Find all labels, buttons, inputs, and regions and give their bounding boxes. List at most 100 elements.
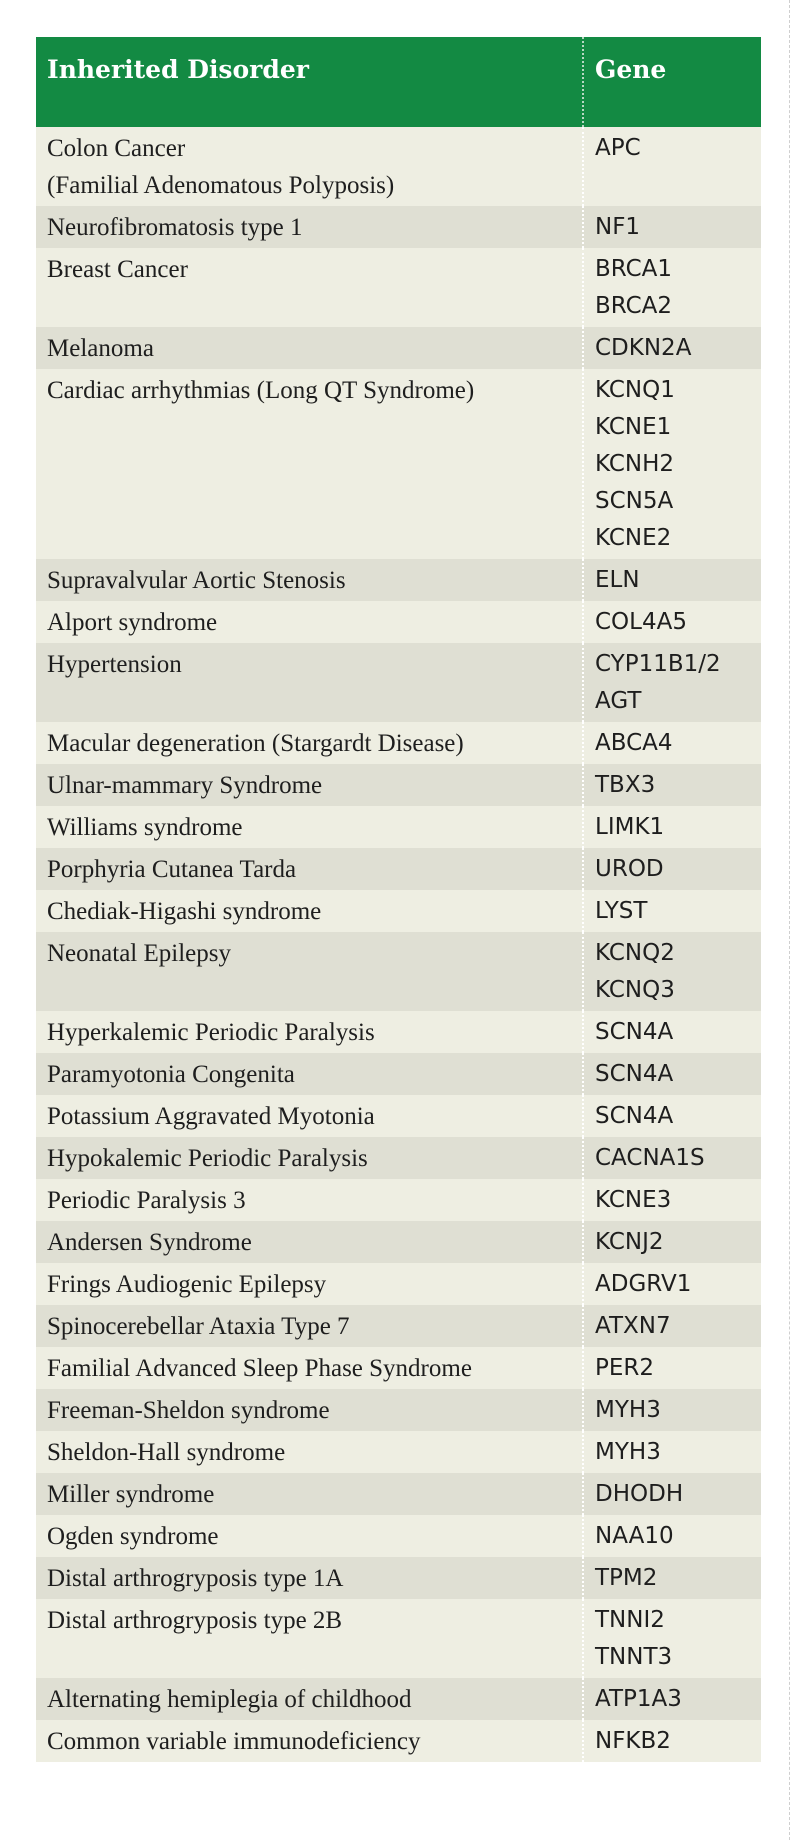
table-row: Neonatal Epilepsy KCNQ2 KCNQ3 xyxy=(36,932,761,1011)
disorder-name: Distal arthrogryposis type 1A xyxy=(47,1565,344,1592)
disorder-name: Ulnar-mammary Syndrome xyxy=(47,772,323,799)
disorder-name: Macular degeneration (Stargardt Disease) xyxy=(47,730,464,757)
gene-symbol: BRCA1 xyxy=(595,256,673,282)
table-row: Colon Cancer (Familial Adenomatous Polypo… xyxy=(36,127,761,206)
disorder-cell: Miller syndrome xyxy=(36,1473,583,1515)
disorder-name: Common variable immunodeficiency xyxy=(47,1728,421,1755)
table-row: Andersen Syndrome KCNJ2 xyxy=(36,1221,761,1263)
table-row: Alternating hemiplegia of childhood ATP1A… xyxy=(36,1678,761,1720)
disorder-cell: Distal arthrogryposis type 1A xyxy=(36,1557,583,1599)
disorder-cell: Alport syndrome xyxy=(36,601,583,643)
gene-cell: SCN4A xyxy=(582,1095,761,1137)
gene-cell: TNNI2 TNNT3 xyxy=(582,1599,761,1678)
disorder-cell: Frings Audiogenic Epilepsy xyxy=(36,1263,583,1305)
gene-symbol: SCN4A xyxy=(595,1061,674,1087)
table-row: Paramyotonia Congenita SCN4A xyxy=(36,1053,761,1095)
disorder-name: Distal arthrogryposis type 2B xyxy=(47,1607,343,1634)
gene-symbol: TNNT3 xyxy=(595,1644,673,1670)
disorder-name: Miller syndrome xyxy=(47,1481,215,1508)
table-row: Familial Advanced Sleep Phase Syndrome PE… xyxy=(36,1347,761,1389)
disorder-cell: Potassium Aggravated Myotonia xyxy=(36,1095,583,1137)
disorder-cell: Hypokalemic Periodic Paralysis xyxy=(36,1137,583,1179)
disorder-name: Colon Cancer xyxy=(47,135,186,162)
gene-symbol: KCNE1 xyxy=(595,414,672,440)
gene-symbol: ABCA4 xyxy=(595,730,673,756)
gene-symbol: CACNA1S xyxy=(595,1145,705,1171)
disorder-cell: Spinocerebellar Ataxia Type 7 xyxy=(36,1305,583,1347)
gene-symbol: UROD xyxy=(595,856,664,882)
gene-cell: MYH3 xyxy=(582,1389,761,1431)
disorder-cell: Common variable immunodeficiency xyxy=(36,1720,583,1762)
gene-cell: CDKN2A xyxy=(582,327,761,369)
gene-symbol: ATXN7 xyxy=(595,1313,671,1339)
gene-symbol: COL4A5 xyxy=(595,609,687,635)
disorder-cell: Distal arthrogryposis type 2B xyxy=(36,1599,583,1678)
gene-symbol: LIMK1 xyxy=(595,814,665,840)
disorder-cell: Supravalvular Aortic Stenosis xyxy=(36,559,583,601)
disorder-cell: Neonatal Epilepsy xyxy=(36,932,583,1011)
disorder-name: Supravalvular Aortic Stenosis xyxy=(47,567,346,594)
gene-symbol: KCNQ3 xyxy=(595,977,675,1003)
gene-cell: NFKB2 xyxy=(582,1720,761,1762)
disorder-cell: Paramyotonia Congenita xyxy=(36,1053,583,1095)
gene-cell: CACNA1S xyxy=(582,1137,761,1179)
table-row: Chediak-Higashi syndrome LYST xyxy=(36,890,761,932)
table-row: Alport syndrome COL4A5 xyxy=(36,601,761,643)
header-disorder: Inherited Disorder xyxy=(36,37,583,127)
gene-symbol: SCN4A xyxy=(595,1103,674,1129)
table-row: Ulnar-mammary Syndrome TBX3 xyxy=(36,764,761,806)
table-row: Distal arthrogryposis type 2B TNNI2 TNNT3 xyxy=(36,1599,761,1678)
disorder-name: Frings Audiogenic Epilepsy xyxy=(47,1271,327,1298)
disorder-cell: Melanoma xyxy=(36,327,583,369)
gene-cell: SCN4A xyxy=(582,1053,761,1095)
gene-cell: LIMK1 xyxy=(582,806,761,848)
disorder-name: Alport syndrome xyxy=(47,609,218,636)
gene-symbol: BRCA2 xyxy=(595,293,673,319)
disorder-cell: Macular degeneration (Stargardt Disease) xyxy=(36,722,583,764)
disorder-name: Freeman-Sheldon syndrome xyxy=(47,1397,330,1424)
table-row: Cardiac arrhythmias (Long QT Syndrome) KC… xyxy=(36,369,761,559)
disorder-name: Neonatal Epilepsy xyxy=(47,940,231,967)
disorder-cell: Colon Cancer (Familial Adenomatous Polypo… xyxy=(36,127,583,206)
table-row: Breast Cancer BRCA1 BRCA2 xyxy=(36,248,761,327)
disorder-name: Neurofibromatosis type 1 xyxy=(47,214,303,241)
gene-cell: NF1 xyxy=(582,206,761,248)
header-gene-label: Gene xyxy=(595,55,667,84)
disorder-name: Andersen Syndrome xyxy=(47,1229,252,1256)
disorder-name: Cardiac arrhythmias (Long QT Syndrome) xyxy=(47,377,475,404)
disorder-cell: Cardiac arrhythmias (Long QT Syndrome) xyxy=(36,369,583,559)
table-row: Porphyria Cutanea Tarda UROD xyxy=(36,848,761,890)
disorder-cell: Periodic Paralysis 3 xyxy=(36,1179,583,1221)
header-disorder-label: Inherited Disorder xyxy=(47,55,309,84)
disorder-cell: Ogden syndrome xyxy=(36,1515,583,1557)
disorder-name: Paramyotonia Congenita xyxy=(47,1061,295,1088)
gene-symbol: TPM2 xyxy=(595,1565,658,1591)
gene-symbol: CDKN2A xyxy=(595,335,692,361)
header-gene: Gene xyxy=(582,37,761,127)
disorder-cell: Hyperkalemic Periodic Paralysis xyxy=(36,1011,583,1053)
page-edge-rule xyxy=(789,0,790,1840)
gene-cell: COL4A5 xyxy=(582,601,761,643)
disorder-name: Familial Advanced Sleep Phase Syndrome xyxy=(47,1355,472,1382)
disorder-cell: Porphyria Cutanea Tarda xyxy=(36,848,583,890)
gene-cell: NAA10 xyxy=(582,1515,761,1557)
table-row: Ogden syndrome NAA10 xyxy=(36,1515,761,1557)
gene-symbol: SCN4A xyxy=(595,1019,674,1045)
gene-cell: TPM2 xyxy=(582,1557,761,1599)
disorder-cell: Familial Advanced Sleep Phase Syndrome xyxy=(36,1347,583,1389)
disorder-name: Potassium Aggravated Myotonia xyxy=(47,1103,375,1130)
gene-cell: ATP1A3 xyxy=(582,1678,761,1720)
gene-symbol: CYP11B1/2 xyxy=(595,651,721,677)
disorder-name: Porphyria Cutanea Tarda xyxy=(47,856,297,883)
gene-cell: UROD xyxy=(582,848,761,890)
disorder-name: Hyperkalemic Periodic Paralysis xyxy=(47,1019,375,1046)
table-row: Supravalvular Aortic Stenosis ELN xyxy=(36,559,761,601)
disorder-name: Hypertension xyxy=(47,651,182,678)
disorder-gene-table: Inherited Disorder Gene Colon Cancer (Fam… xyxy=(36,37,761,1762)
disorder-name: Sheldon-Hall syndrome xyxy=(47,1439,286,1466)
table-row: Hypokalemic Periodic Paralysis CACNA1S xyxy=(36,1137,761,1179)
table-row: Sheldon-Hall syndrome MYH3 xyxy=(36,1431,761,1473)
disorder-cell: Sheldon-Hall syndrome xyxy=(36,1431,583,1473)
disorder-cell: Breast Cancer xyxy=(36,248,583,327)
gene-symbol: KCNQ1 xyxy=(595,377,675,403)
